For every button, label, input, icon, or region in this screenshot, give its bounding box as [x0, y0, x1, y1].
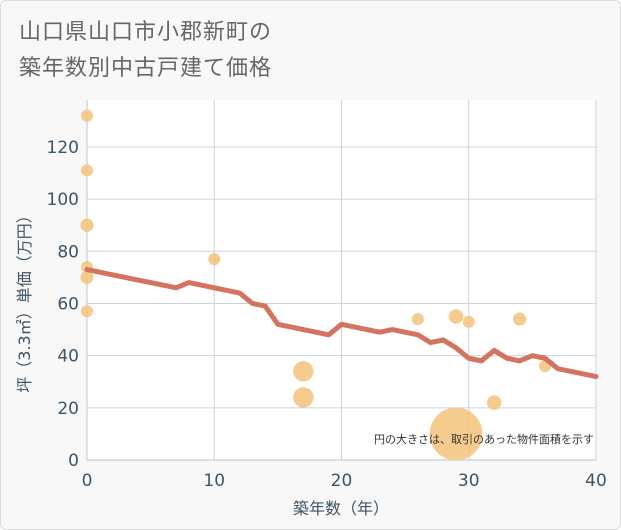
- x-tick-label: 30: [458, 471, 480, 491]
- y-tick-label: 40: [57, 347, 79, 367]
- y-axis-label: 坪（3.3㎡）単価（万円）: [15, 207, 34, 392]
- scatter-point: [293, 387, 314, 408]
- y-tick-label: 20: [57, 399, 79, 419]
- chart-title: 山口県山口市小郡新町の 築年数別中古戸建て価格: [19, 15, 599, 87]
- scatter-point: [462, 315, 475, 328]
- title-line-1: 山口県山口市小郡新町の: [19, 20, 273, 45]
- y-tick-label: 100: [47, 190, 79, 210]
- y-tick-label: 80: [57, 242, 79, 262]
- grid-lines: [86, 100, 597, 461]
- y-tick-label: 120: [47, 138, 79, 158]
- tick-labels: 0 20 40 60 80 100 120 0 10 20 30 40: [47, 138, 607, 491]
- average-line-group: [84, 267, 599, 380]
- x-axis-label: 築年数（年）: [293, 499, 389, 518]
- average-price-line: [84, 267, 599, 380]
- y-tick-label: 0: [68, 451, 79, 471]
- scatter-point: [293, 361, 314, 382]
- size-legend-note: 円の大きさは、取引のあった物件面積を示す: [374, 432, 594, 446]
- scatter-point: [81, 305, 93, 318]
- x-tick-label: 0: [82, 471, 93, 491]
- scatter-point: [513, 312, 527, 326]
- scatter-point: [80, 218, 94, 232]
- scatter-point: [411, 313, 424, 326]
- scatter-point: [81, 109, 93, 122]
- data-points: [80, 109, 552, 461]
- x-tick-label: 20: [331, 471, 353, 491]
- scatter-point: [81, 164, 93, 177]
- scatter-point: [429, 407, 483, 461]
- scatter-point: [487, 395, 502, 410]
- scatter-point: [208, 253, 221, 266]
- x-tick-label: 40: [585, 471, 607, 491]
- scatter-point: [80, 270, 94, 284]
- x-tick-label: 10: [203, 471, 225, 491]
- title-line-2: 築年数別中古戸建て価格: [19, 56, 273, 81]
- y-tick-label: 60: [57, 294, 79, 314]
- scatter-point: [448, 309, 464, 324]
